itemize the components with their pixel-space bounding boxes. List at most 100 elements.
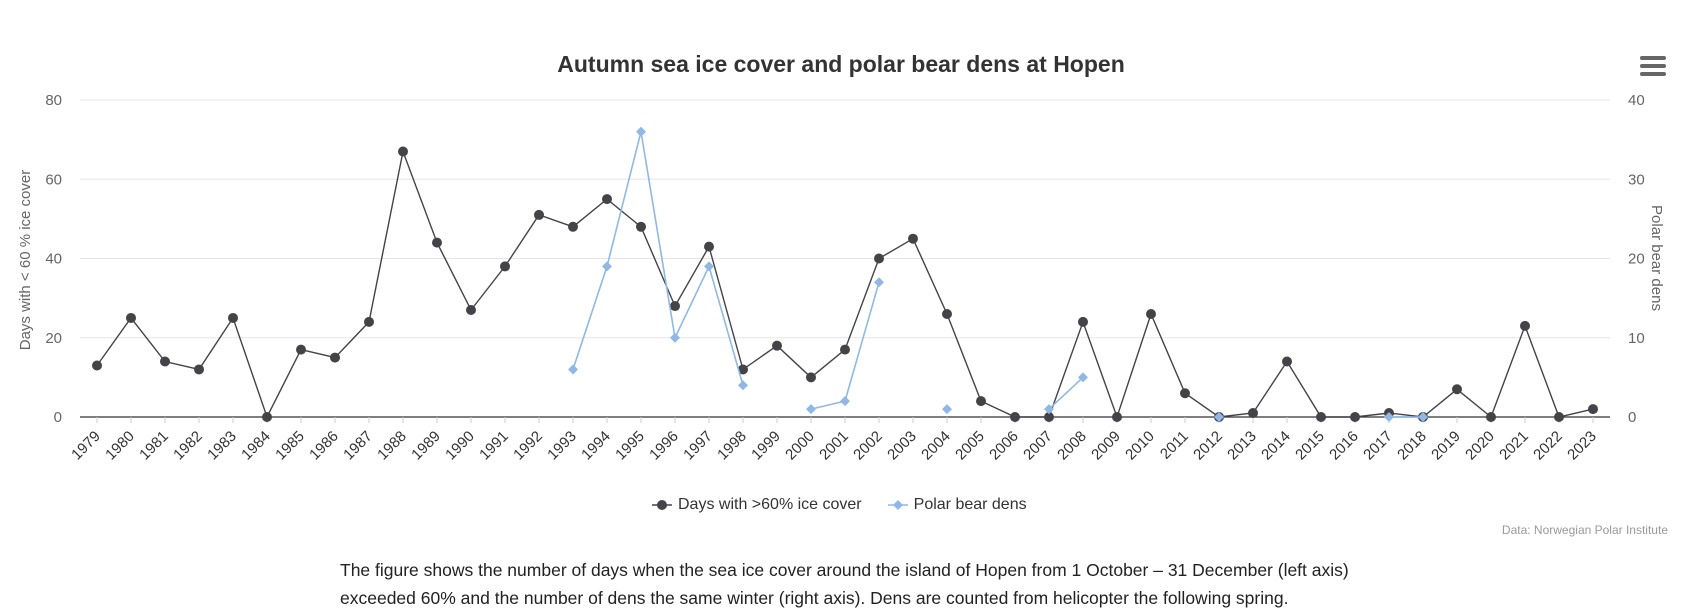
data-point[interactable]	[1044, 412, 1054, 422]
gridlines	[80, 99, 1610, 418]
data-point[interactable]	[840, 344, 850, 355]
x-tick-label: 1982	[170, 428, 206, 464]
data-point[interactable]	[772, 340, 782, 351]
data-point[interactable]	[942, 308, 952, 319]
legend-label-polar-bear-dens: Polar bear dens	[913, 496, 1027, 513]
x-tick-label: 2022	[1530, 428, 1566, 464]
x-tick-label: 1989	[408, 428, 444, 464]
data-point[interactable]	[942, 404, 952, 415]
x-tick-label: 2019	[1428, 428, 1464, 464]
x-tick-label: 2021	[1496, 428, 1532, 464]
x-tick-label: 1981	[136, 428, 172, 464]
data-point[interactable]	[1350, 412, 1360, 422]
x-tick-label: 2009	[1088, 428, 1124, 464]
data-point[interactable]	[1248, 408, 1258, 419]
data-point[interactable]	[874, 253, 884, 264]
legend-label-ice-cover: Days with >60% ice cover	[678, 496, 862, 513]
data-point[interactable]	[806, 404, 816, 415]
legend-item-ice-cover[interactable]: Days with >60% ice cover	[652, 496, 862, 514]
x-tick-label: 1979	[68, 428, 104, 464]
x-tick-label: 2000	[782, 428, 818, 464]
data-point[interactable]	[704, 241, 714, 252]
y-right-tick-label: 40	[1628, 92, 1645, 109]
x-tick-label: 1998	[714, 428, 750, 464]
hamburger-menu-icon-bar	[1640, 64, 1666, 68]
data-point[interactable]	[670, 301, 680, 312]
y-axis-right-label: Polar bear dens	[1648, 205, 1665, 311]
data-point[interactable]	[602, 261, 612, 272]
data-point[interactable]	[1588, 404, 1598, 415]
data-point[interactable]	[500, 261, 510, 272]
data-point[interactable]	[1384, 412, 1394, 422]
data-point[interactable]	[364, 316, 374, 327]
data-point[interactable]	[432, 237, 442, 248]
x-tick-label: 1988	[374, 428, 410, 464]
data-point[interactable]	[1078, 372, 1088, 383]
data-point[interactable]	[874, 277, 884, 288]
hamburger-menu-icon	[1640, 56, 1666, 60]
data-point[interactable]	[160, 356, 170, 367]
data-point[interactable]	[704, 261, 714, 272]
data-credit[interactable]: Data: Norwegian Polar Institute	[1501, 523, 1668, 537]
x-tick-label: 1991	[476, 428, 512, 464]
data-point[interactable]	[1146, 308, 1156, 319]
y-right-tick-label: 0	[1628, 409, 1636, 426]
data-point[interactable]	[568, 364, 578, 375]
chart-title: Autumn sea ice cover and polar bear dens…	[557, 51, 1125, 77]
x-tick-label: 2015	[1292, 428, 1328, 464]
x-tick-label: 2017	[1360, 428, 1396, 464]
x-tick-label: 1992	[510, 428, 546, 464]
y-right-tick-label: 30	[1628, 171, 1645, 188]
data-point[interactable]	[976, 396, 986, 407]
data-point[interactable]	[1078, 316, 1088, 327]
x-tick-label: 1980	[102, 428, 138, 464]
data-point[interactable]	[840, 396, 850, 407]
data-point[interactable]	[1180, 388, 1190, 399]
data-point[interactable]	[738, 364, 748, 375]
data-point[interactable]	[602, 194, 612, 205]
data-point[interactable]	[534, 209, 544, 220]
data-point[interactable]	[228, 312, 238, 323]
data-point[interactable]	[466, 305, 476, 316]
series-ice-cover	[92, 146, 1598, 422]
data-point[interactable]	[1418, 412, 1428, 422]
data-point[interactable]	[1452, 384, 1462, 395]
chart-menu-button[interactable]	[1640, 56, 1666, 80]
legend-diamond-icon	[887, 500, 908, 510]
data-point[interactable]	[1010, 412, 1020, 422]
data-point[interactable]	[1214, 412, 1224, 422]
x-tick-label: 1996	[646, 428, 682, 464]
data-point[interactable]	[1044, 404, 1054, 415]
data-point[interactable]	[738, 380, 748, 391]
data-point[interactable]	[330, 352, 340, 363]
x-tick-label: 1995	[612, 428, 648, 464]
data-point[interactable]	[1282, 356, 1292, 367]
data-point[interactable]	[1520, 320, 1530, 331]
x-tick-label: 2004	[918, 428, 954, 464]
legend-circle-icon	[652, 500, 672, 510]
data-point[interactable]	[398, 146, 408, 157]
data-point[interactable]	[670, 332, 680, 343]
y-right-tick-label: 20	[1628, 251, 1645, 268]
x-tick-label: 2023	[1564, 428, 1600, 464]
y-left-tick-label: 60	[45, 171, 62, 188]
chart: Autumn sea ice cover and polar bear dens…	[17, 51, 1665, 463]
data-point[interactable]	[636, 126, 646, 137]
data-point[interactable]	[262, 412, 272, 422]
axes: 0204060800102030401979198019811982198319…	[45, 92, 1644, 463]
data-point[interactable]	[908, 233, 918, 244]
data-point[interactable]	[126, 312, 136, 323]
data-point[interactable]	[1554, 412, 1564, 422]
legend-item-polar-bear-dens[interactable]: Polar bear dens	[887, 496, 1027, 514]
data-point[interactable]	[1486, 412, 1496, 422]
data-point[interactable]	[568, 221, 578, 232]
data-point[interactable]	[1316, 412, 1326, 422]
data-point[interactable]	[194, 364, 204, 375]
data-point[interactable]	[636, 221, 646, 232]
x-tick-label: 1997	[680, 428, 716, 464]
data-point[interactable]	[92, 360, 102, 371]
data-point[interactable]	[296, 344, 306, 355]
x-tick-label: 1984	[238, 428, 274, 464]
data-point[interactable]	[1112, 412, 1122, 422]
data-point[interactable]	[806, 372, 816, 383]
